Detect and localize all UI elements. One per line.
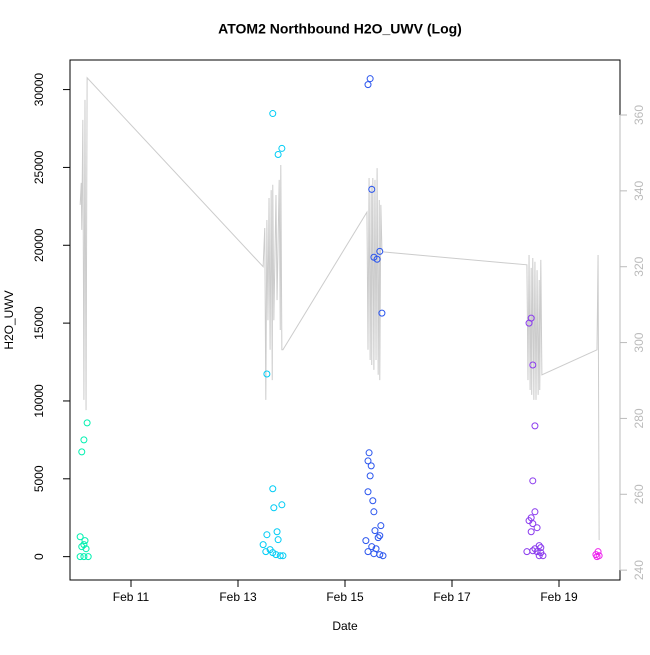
point [370,550,378,558]
point [278,501,286,509]
point [278,144,286,152]
x-tick-label: Feb 13 [219,590,257,604]
point [273,528,281,536]
y2-tick-label: 280 [632,408,646,428]
point [80,541,88,549]
chart-title: ATOM2 Northbound H2O_UWV (Log) [218,21,462,37]
point [364,457,372,465]
point [269,485,277,493]
point [531,508,539,516]
point [76,553,84,561]
y-tick-label: 30000 [32,73,46,107]
point [368,543,376,551]
point [270,504,278,512]
point [373,255,381,263]
point [78,448,86,456]
point [531,422,539,430]
point [84,553,92,561]
point [374,534,382,542]
y2-tick-label: 340 [632,181,646,201]
y2-tick-label: 300 [632,332,646,352]
y2-tick-label: 260 [632,484,646,504]
point [376,551,384,559]
point [539,552,547,560]
x-tick-label: Feb 17 [433,590,471,604]
point [367,462,375,470]
point [529,361,537,369]
point [525,517,533,525]
point [82,545,90,553]
point [276,552,284,560]
point [263,370,271,378]
point [262,548,270,556]
point [368,185,376,193]
point [378,309,386,317]
y-tick-label: 20000 [32,228,46,262]
point [83,419,91,427]
point [523,548,531,556]
point [274,151,282,159]
point [595,552,603,560]
point [529,477,537,485]
point [364,488,372,496]
point [365,449,373,457]
point [366,75,374,83]
point [527,528,535,536]
line-series [79,76,600,541]
y-tick-label: 10000 [32,384,46,418]
y-tick-label: 0 [32,553,46,560]
y-tick-label: 5000 [32,465,46,492]
point [76,533,84,541]
y2-tick-label: 320 [632,256,646,276]
point [263,531,271,539]
point [272,551,280,559]
x-tick-label: Feb 15 [326,590,364,604]
point [371,527,379,535]
y-axis-label: H2O_UWV [2,290,16,349]
point [364,548,372,556]
point [364,81,372,89]
point [533,524,541,532]
point [279,552,287,560]
point [274,536,282,544]
point [80,553,88,561]
x-axis-label: Date [332,619,358,633]
x-tick-label: Feb 19 [540,590,578,604]
point [370,508,378,516]
point [376,247,384,255]
x-tick-label: Feb 11 [113,590,150,604]
point [78,543,86,551]
y2-tick-label: 360 [632,105,646,125]
point [369,497,377,505]
point [377,522,385,530]
y-tick-label: 25000 [32,150,46,184]
point [362,537,370,545]
y2-tick-label: 240 [632,560,646,580]
point [80,436,88,444]
point [533,548,541,556]
y-tick-label: 15000 [32,306,46,340]
point [81,537,89,545]
point [259,541,267,549]
point [376,532,384,540]
point [525,319,533,327]
point [269,110,277,118]
point [366,472,374,480]
point [535,552,543,560]
point [379,552,387,560]
